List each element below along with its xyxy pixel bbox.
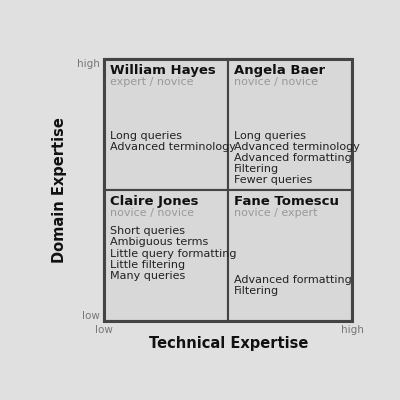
Text: Angela Baer: Angela Baer bbox=[234, 64, 325, 77]
Text: novice / novice: novice / novice bbox=[234, 77, 318, 87]
Text: novice / expert: novice / expert bbox=[234, 208, 317, 218]
Text: Claire Jones: Claire Jones bbox=[110, 195, 198, 208]
Text: Fane Tomescu: Fane Tomescu bbox=[234, 195, 339, 208]
Bar bbox=[104, 59, 352, 320]
Text: novice / novice: novice / novice bbox=[110, 208, 194, 218]
Text: Long queries: Long queries bbox=[110, 131, 182, 141]
Text: Technical Expertise: Technical Expertise bbox=[148, 336, 308, 351]
Text: expert / novice: expert / novice bbox=[110, 77, 193, 87]
Text: Domain Expertise: Domain Expertise bbox=[52, 117, 67, 263]
Bar bbox=[104, 190, 228, 320]
Text: Ambiguous terms: Ambiguous terms bbox=[110, 238, 208, 248]
Text: Advanced terminology: Advanced terminology bbox=[234, 142, 360, 152]
Text: Advanced formatting: Advanced formatting bbox=[234, 275, 352, 285]
Text: Advanced terminology: Advanced terminology bbox=[110, 142, 236, 152]
Text: Filtering: Filtering bbox=[234, 164, 279, 174]
Text: William Hayes: William Hayes bbox=[110, 64, 216, 77]
Text: low: low bbox=[82, 310, 100, 320]
Bar bbox=[228, 190, 352, 320]
Bar bbox=[104, 59, 228, 190]
Text: Many queries: Many queries bbox=[110, 271, 185, 281]
Text: Advanced formatting: Advanced formatting bbox=[234, 153, 352, 163]
Bar bbox=[228, 59, 352, 190]
Text: Short queries: Short queries bbox=[110, 226, 185, 236]
Text: high: high bbox=[77, 59, 100, 69]
Text: Little query formatting: Little query formatting bbox=[110, 248, 236, 258]
Text: Fewer queries: Fewer queries bbox=[234, 175, 312, 185]
Text: low: low bbox=[95, 325, 113, 335]
Text: Filtering: Filtering bbox=[234, 286, 279, 296]
Text: high: high bbox=[341, 325, 364, 335]
Text: Little filtering: Little filtering bbox=[110, 260, 185, 270]
Text: Long queries: Long queries bbox=[234, 131, 306, 141]
